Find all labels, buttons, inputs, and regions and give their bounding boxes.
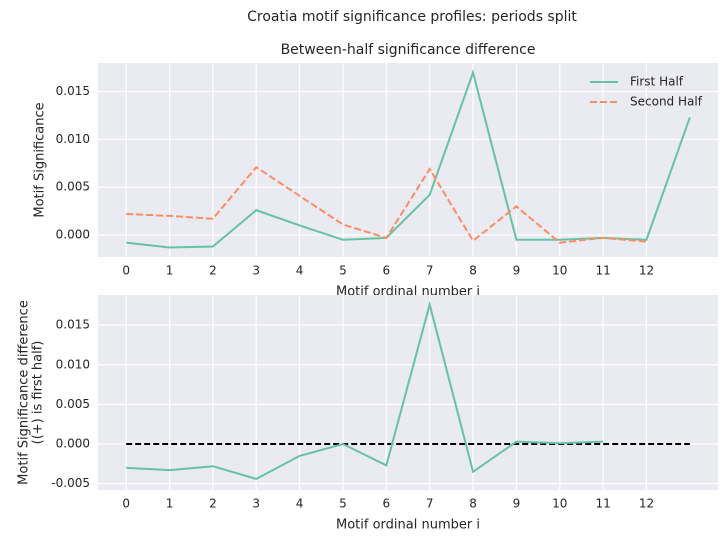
y-tick-label: 0.015: [56, 318, 90, 332]
plot-area: [98, 63, 718, 257]
y-axis-label: Motif Significance difference: [17, 300, 32, 485]
x-tick-label: 1: [166, 497, 174, 511]
y-tick-label: 0.015: [56, 84, 90, 98]
x-tick-label: 7: [426, 264, 434, 278]
y-tick-label: 0.000: [56, 228, 90, 242]
legend-label: Second Half: [630, 95, 703, 109]
y-axis-label: Motif Significance: [33, 102, 48, 217]
y-tick-label: 0.010: [56, 357, 90, 371]
x-tick-label: 4: [296, 264, 304, 278]
plot-area: [98, 295, 718, 490]
y-tick-label: 0.010: [56, 132, 90, 146]
y-tick-label: 0.005: [56, 397, 90, 411]
x-tick-label: 2: [209, 497, 217, 511]
x-tick-label: 3: [252, 497, 260, 511]
x-tick-label: 9: [513, 264, 521, 278]
x-tick-label: 9: [513, 497, 521, 511]
x-tick-label: 7: [426, 497, 434, 511]
x-tick-label: 12: [639, 497, 654, 511]
x-tick-label: 4: [296, 497, 304, 511]
x-tick-label: 3: [252, 264, 260, 278]
x-tick-label: 6: [383, 497, 391, 511]
x-tick-label: 2: [209, 264, 217, 278]
x-tick-label: 5: [339, 497, 347, 511]
x-tick-label: 8: [469, 497, 477, 511]
x-tick-label: 1: [166, 264, 174, 278]
x-axis-label: Motif ordinal number i: [336, 518, 480, 533]
series-line: [126, 300, 604, 480]
x-tick-label: 8: [469, 264, 477, 278]
legend-label: First Half: [630, 75, 684, 89]
y-tick-label: -0.005: [51, 476, 90, 490]
x-tick-label: 6: [383, 264, 391, 278]
x-tick-label: 12: [639, 264, 654, 278]
series-line: [126, 165, 647, 244]
x-tick-label: 11: [595, 497, 610, 511]
x-tick-label: 5: [339, 264, 347, 278]
x-tick-label: 10: [552, 497, 567, 511]
x-tick-label: 0: [122, 497, 130, 511]
suptitle: Croatia motif significance profiles: per…: [247, 9, 577, 25]
x-tick-label: 0: [122, 264, 130, 278]
y-tick-label: 0.000: [56, 437, 90, 451]
x-tick-label: 11: [595, 264, 610, 278]
x-tick-label: 10: [552, 264, 567, 278]
axes-title: Between-half significance difference: [281, 42, 536, 58]
y-tick-label: 0.005: [56, 180, 90, 194]
y-axis-label: ((+) is first half): [31, 341, 46, 445]
